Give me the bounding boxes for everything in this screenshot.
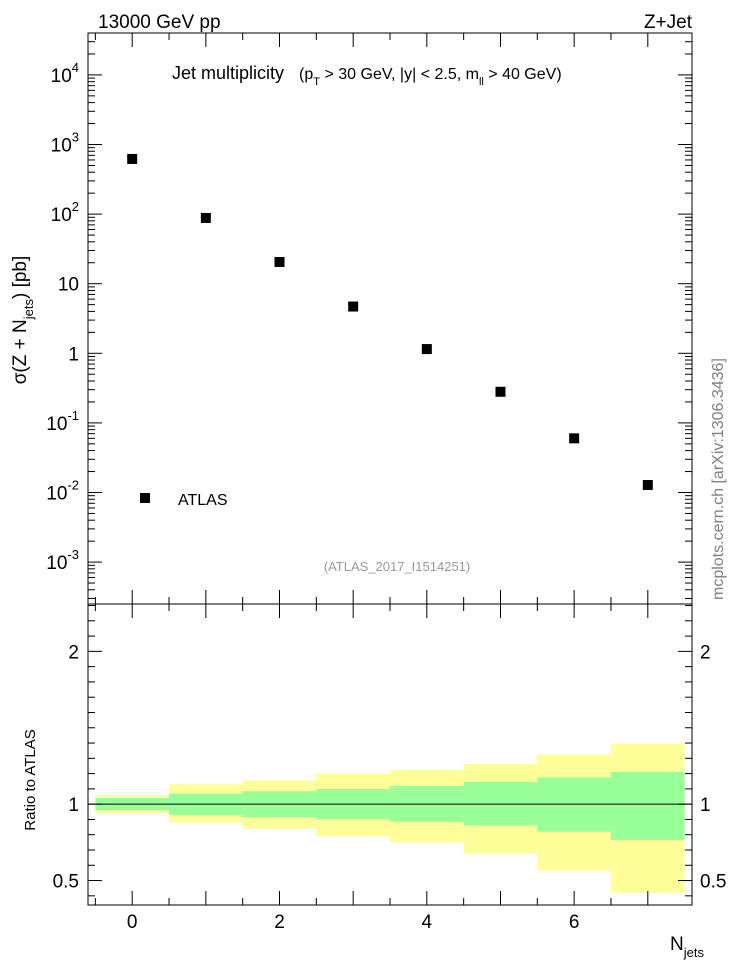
tick-exponent: -3 xyxy=(67,547,79,562)
plot-title-cuts-sub-t: T xyxy=(313,76,320,88)
data-point xyxy=(127,153,138,164)
main-plot-frame xyxy=(87,32,693,605)
ratio-bands xyxy=(95,743,685,893)
ratio-y-tick-label-left: 2 xyxy=(68,642,79,663)
ratio-x-tick-label: 4 xyxy=(422,912,433,933)
analysis-id: (ATLAS_2017_I1514251) xyxy=(324,559,470,574)
plot-title-cuts-mid: > 30 GeV, |y| < 2.5, m xyxy=(320,66,479,83)
data-point xyxy=(348,301,359,312)
ratio-x-tick-label: 2 xyxy=(274,912,285,933)
tick-exponent: -1 xyxy=(67,408,79,423)
main-y-axis-label-sub: jets xyxy=(21,299,36,321)
tick-exponent: -2 xyxy=(67,477,79,492)
ratio-x-tick-label: 0 xyxy=(127,912,138,933)
ratio-y-tick-label-right: 2 xyxy=(700,642,711,663)
ratio-y-tick-label-left: 0.5 xyxy=(53,872,79,893)
ratio-tick-labels: 0.5 0.5 1 1 2 2 0 2 4 6 xyxy=(53,642,727,933)
ratio-y-tick-label-left: 1 xyxy=(68,795,79,816)
tick-base: 10 xyxy=(51,66,72,87)
main-y-axis-label-b: ) [pb] xyxy=(10,256,31,299)
tick-exponent: 2 xyxy=(72,199,79,214)
tick-exponent: 4 xyxy=(72,60,79,75)
ratio-x-tick-label: 6 xyxy=(569,912,580,933)
main-y-tick-label: 104 xyxy=(51,60,79,87)
main-y-axis-label-a: σ(Z + N xyxy=(10,319,31,384)
ratio-axis-ticks xyxy=(88,604,692,905)
data-point xyxy=(274,257,285,268)
watermark: mcplots.cern.ch [arXiv:1306.3436] xyxy=(710,358,727,600)
plot-title-cuts-end: > 40 GeV) xyxy=(484,66,562,83)
stat-uncertainty-band xyxy=(610,772,685,841)
tick-base: 10 xyxy=(51,136,72,157)
data-point xyxy=(200,212,211,223)
main-y-tick-label: 1 xyxy=(68,344,79,365)
plot-title-cuts: (p xyxy=(299,66,313,83)
main-y-tick-label: 10-3 xyxy=(46,547,79,574)
tick-base: 10 xyxy=(46,414,67,435)
main-data-points xyxy=(127,153,653,491)
main-axis-ticks xyxy=(88,32,692,604)
data-point xyxy=(495,386,506,397)
tick-base: 10 xyxy=(51,205,72,226)
main-y-tick-label: 10 xyxy=(58,275,79,296)
tick-base: 10 xyxy=(46,553,67,574)
main-y-tick-label: 10-1 xyxy=(46,408,79,435)
energy-label: 13000 GeV pp xyxy=(98,12,221,33)
data-point xyxy=(421,344,432,355)
data-point xyxy=(569,433,580,444)
legend-label: ATLAS xyxy=(178,492,228,509)
ratio-y-axis-label: Ratio to ATLAS xyxy=(22,729,39,830)
ratio-x-axis-label-sub: jets xyxy=(683,945,705,960)
plot-title-main: Jet multiplicity xyxy=(172,63,284,83)
ratio-y-tick-label-right: 0.5 xyxy=(700,872,726,893)
plot-title: Jet multiplicity (pT > 30 GeV, |y| < 2.5… xyxy=(172,63,562,88)
main-y-tick-label: 103 xyxy=(51,130,79,157)
main-y-tick-label: 102 xyxy=(51,199,79,226)
tick-exponent: 3 xyxy=(72,130,79,145)
tick-base: 10 xyxy=(46,483,67,504)
ratio-x-axis-label-a: N xyxy=(670,934,684,955)
ratio-y-tick-label-right: 1 xyxy=(700,795,711,816)
data-point xyxy=(642,480,653,491)
plot-title-cuts-sub-ll: ll xyxy=(479,76,484,88)
legend-marker xyxy=(140,493,150,503)
ratio-panel: 0.5 0.5 1 1 2 2 0 2 4 6 Ratio to ATLAS Njets xyxy=(22,603,727,960)
ratio-x-axis-label: Njets xyxy=(670,934,704,960)
main-y-tick-label: 10-2 xyxy=(46,477,79,504)
main-y-axis-label: σ(Z + Njets) [pb] xyxy=(10,256,36,385)
process-label: Z+Jet xyxy=(644,12,693,33)
